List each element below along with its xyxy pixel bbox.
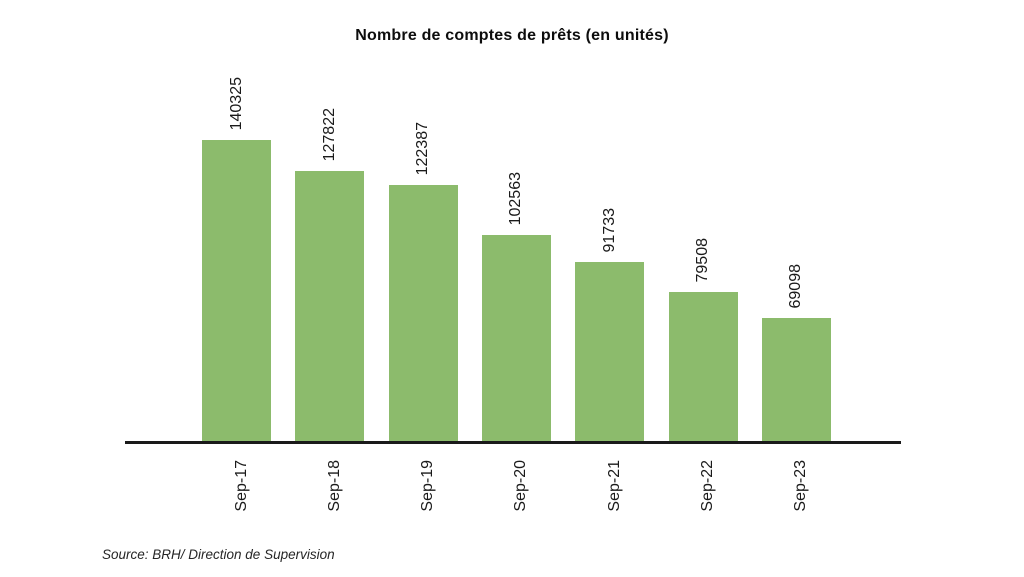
bar bbox=[668, 292, 738, 441]
bar bbox=[481, 235, 551, 441]
x-axis-tick-label: Sep-20 bbox=[512, 460, 530, 512]
bar bbox=[202, 140, 271, 441]
source-note: Source: BRH/ Direction de Supervision bbox=[102, 547, 335, 562]
x-axis-tick-label: Sep-19 bbox=[419, 460, 437, 512]
bar bbox=[575, 262, 645, 441]
chart-title: Nombre de comptes de prêts (en unités) bbox=[355, 27, 669, 44]
x-axis-tick-label: Sep-18 bbox=[325, 460, 343, 512]
x-axis-tick-label: Sep-23 bbox=[792, 460, 810, 512]
bar bbox=[761, 318, 831, 441]
bar-value-label: 91733 bbox=[600, 207, 618, 253]
x-axis-tick-label: Sep-21 bbox=[605, 460, 623, 512]
bar bbox=[388, 185, 458, 441]
bar bbox=[295, 171, 365, 441]
bar-value-label: 127822 bbox=[320, 107, 338, 161]
x-axis-line bbox=[125, 441, 901, 444]
bar-value-label: 122387 bbox=[414, 121, 432, 175]
bar-value-label: 140325 bbox=[227, 76, 245, 130]
bar-value-label: 69098 bbox=[787, 263, 805, 309]
x-axis-tick-label: Sep-17 bbox=[232, 460, 250, 512]
bar-value-label: 102563 bbox=[507, 171, 525, 225]
bar-value-label: 79508 bbox=[694, 237, 711, 283]
x-axis-tick-label: Sep-22 bbox=[699, 460, 716, 512]
